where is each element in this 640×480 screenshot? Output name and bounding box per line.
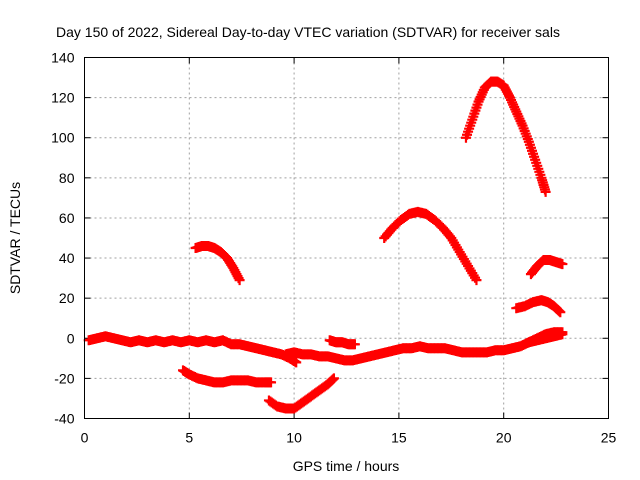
- data-point: [471, 275, 482, 286]
- y-tick-label: 60: [59, 210, 75, 226]
- y-tick-label: -20: [54, 370, 74, 386]
- y-tick-label: 120: [51, 90, 75, 106]
- x-tick-label: 5: [185, 430, 193, 446]
- data-point: [291, 357, 302, 368]
- data-point: [540, 186, 551, 197]
- y-tick-label: 140: [51, 50, 75, 66]
- series-arc-18: [511, 295, 566, 318]
- series-arc-low-left: [178, 365, 277, 388]
- series-arc-baseline-1: [83, 331, 302, 368]
- y-tick-label: 100: [51, 130, 75, 146]
- data-point: [555, 307, 566, 318]
- data-point: [557, 259, 568, 270]
- data-point: [234, 275, 245, 286]
- y-axis-ticks: -40 -20 0 20 40 60 80 100 120 140: [51, 50, 609, 427]
- y-tick-label: -40: [54, 411, 74, 427]
- x-tick-label: 15: [391, 430, 407, 446]
- y-tick-label: 20: [59, 290, 75, 306]
- chart-title: Day 150 of 2022, Sidereal Day-to-day VTE…: [56, 24, 560, 40]
- series-arc-39: [525, 255, 568, 280]
- series-arc-63: [379, 206, 482, 286]
- data-point: [349, 339, 360, 350]
- y-tick-label: 0: [67, 330, 75, 346]
- y-tick-label: 40: [59, 250, 75, 266]
- plot-frame: [84, 57, 609, 419]
- x-tick-label: 10: [286, 430, 302, 446]
- y-axis-label: SDTVAR / TECUs: [7, 182, 23, 294]
- series-arc-3: [523, 327, 568, 348]
- grid-lines: [84, 57, 609, 419]
- series-arc-46: [190, 241, 245, 286]
- series-arc-128: [460, 76, 551, 197]
- x-tick-label: 25: [601, 430, 617, 446]
- series-arc-baseline-2: [280, 329, 568, 366]
- x-axis-label: GPS time / hours: [293, 458, 400, 474]
- x-axis-ticks: 0 5 10 15 20 25: [81, 57, 617, 446]
- x-tick-label: 0: [81, 430, 89, 446]
- data-points: [83, 76, 568, 414]
- y-tick-label: 80: [59, 170, 75, 186]
- data-point: [557, 327, 568, 338]
- series-arc-low-bottom: [263, 373, 339, 414]
- series-arc-small-12: [324, 335, 360, 350]
- x-tick-label: 20: [496, 430, 512, 446]
- data-point: [266, 377, 277, 388]
- data-point: [328, 373, 339, 384]
